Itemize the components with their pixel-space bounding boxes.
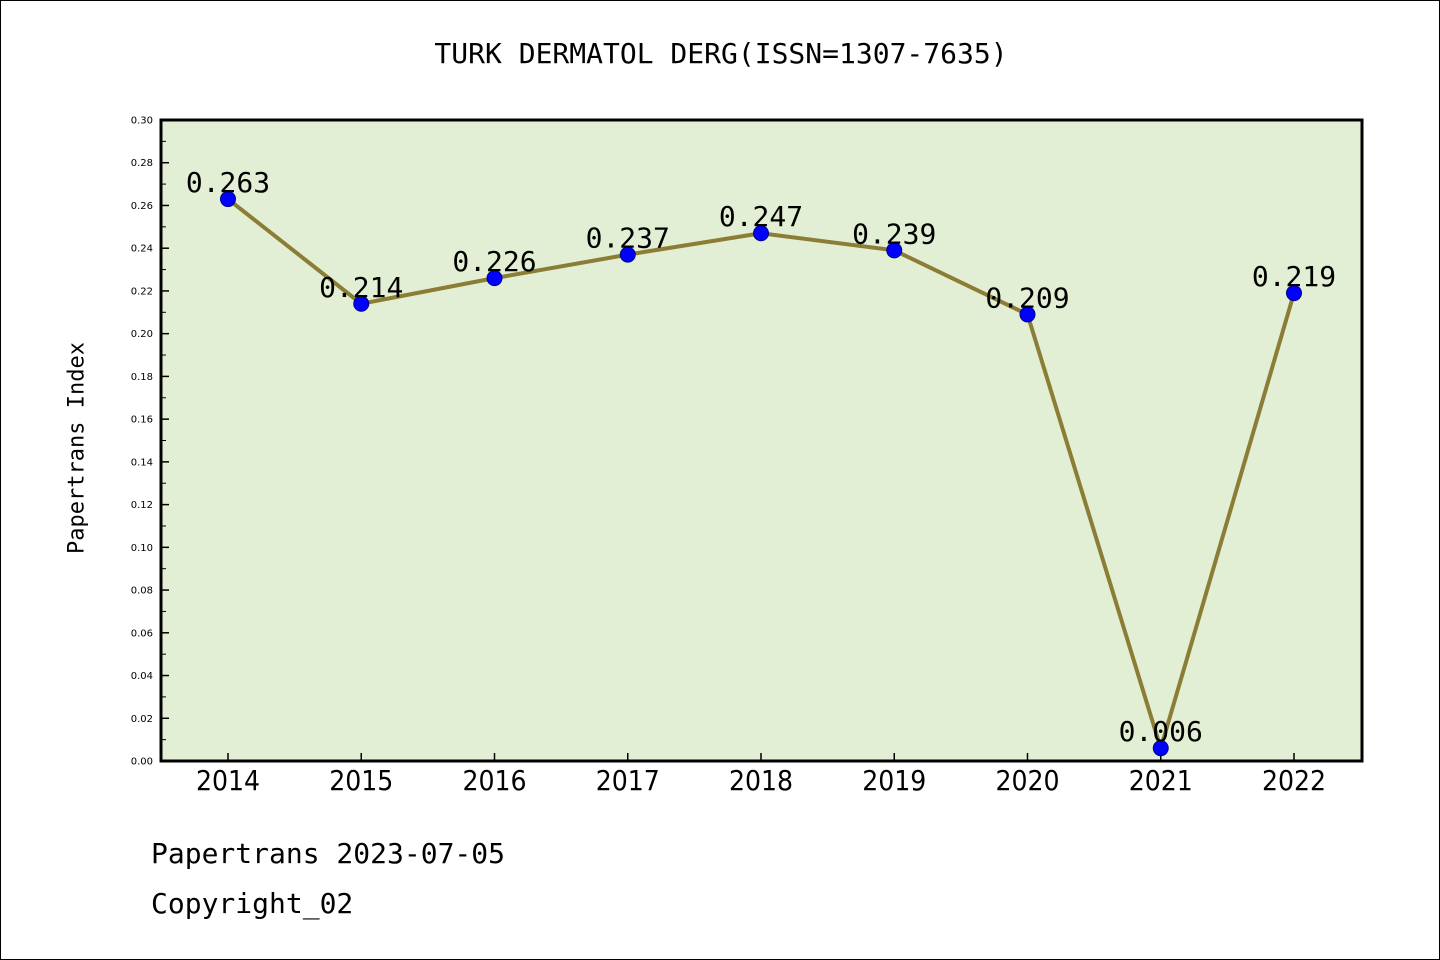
x-tick-label: 2022 xyxy=(1262,764,1326,797)
y-tick-label: 0.22 xyxy=(131,286,153,297)
y-tick-label: 0.30 xyxy=(131,116,153,127)
data-label: 0.237 xyxy=(586,222,670,255)
data-label: 0.226 xyxy=(452,245,536,278)
x-tick-label: 2015 xyxy=(329,764,393,797)
y-tick-label: 0.28 xyxy=(131,158,153,169)
data-point-marker xyxy=(619,246,636,263)
x-tick-label: 2016 xyxy=(462,764,526,797)
data-point-marker xyxy=(1286,285,1302,302)
x-tick-label: 2017 xyxy=(596,764,660,797)
y-tick-label: 0.12 xyxy=(131,500,153,511)
y-tick-label: 0.02 xyxy=(131,714,153,725)
data-label: 0.214 xyxy=(319,271,403,304)
y-tick-label: 0.16 xyxy=(131,415,153,426)
chart-title: TURK DERMATOL DERG(ISSN=1307-7635) xyxy=(434,37,1008,70)
x-tick-label: 2018 xyxy=(729,764,793,797)
data-point-marker xyxy=(886,242,903,259)
y-tick-label: 0.04 xyxy=(131,671,153,682)
y-tick-label: 0.06 xyxy=(131,628,153,639)
y-tick-label: 0.24 xyxy=(131,244,153,255)
data-point-marker xyxy=(1152,740,1169,757)
data-point-marker xyxy=(220,191,236,208)
y-tick-label: 0.10 xyxy=(131,543,153,554)
data-point-marker xyxy=(1019,306,1036,323)
data-point-marker xyxy=(753,225,769,242)
data-label: 0.247 xyxy=(719,200,803,233)
x-tick-label: 2019 xyxy=(862,764,926,797)
x-tick-label: 2014 xyxy=(196,764,260,797)
data-point-marker xyxy=(486,270,503,287)
x-tick-label: 2021 xyxy=(1129,764,1193,797)
data-label: 0.209 xyxy=(985,281,1069,314)
y-tick-label: 0.18 xyxy=(131,372,153,383)
y-tick-label: 0.20 xyxy=(131,329,153,340)
data-label: 0.263 xyxy=(186,166,270,199)
data-point-marker xyxy=(353,295,370,312)
data-label: 0.006 xyxy=(1119,715,1203,748)
x-tick-label: 2020 xyxy=(995,764,1059,797)
footer-copyright-line: Copyright_02 xyxy=(151,887,354,920)
data-label: 0.219 xyxy=(1252,260,1336,293)
footer-date-line: Papertrans 2023-07-05 xyxy=(151,837,506,870)
data-label: 0.239 xyxy=(852,217,936,250)
plot-frame xyxy=(159,118,1364,763)
y-tick-label: 0.26 xyxy=(131,201,153,212)
y-tick-label: 0.08 xyxy=(131,586,153,597)
y-tick-label: 0.14 xyxy=(131,457,153,468)
y-tick-label: 0.00 xyxy=(131,757,153,768)
